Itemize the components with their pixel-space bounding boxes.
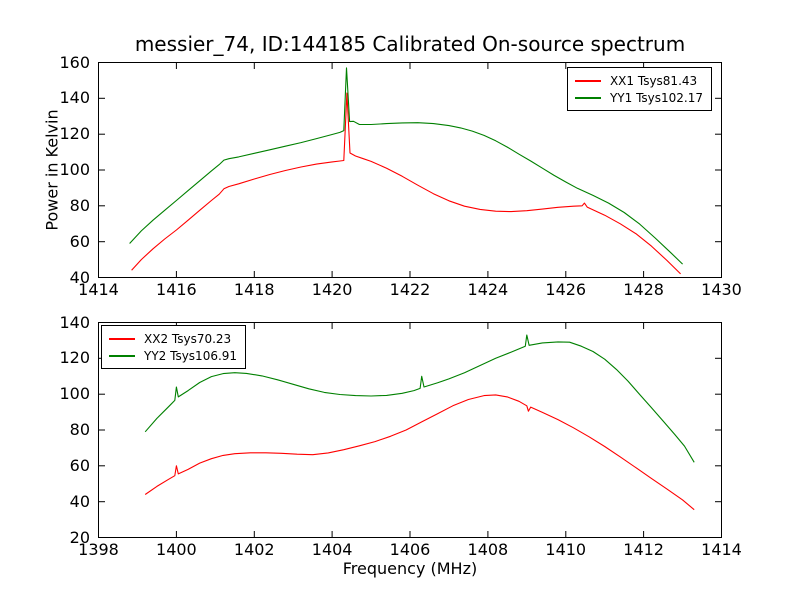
legend-line-sample-icon <box>574 79 601 82</box>
x-tick-label: 1414 <box>701 540 742 559</box>
x-axis-label: Frequency (MHz) <box>342 559 478 578</box>
legend: XX2 Tsys70.23 YY2 Tsys106.91 <box>101 325 247 369</box>
x-tick-label: 1412 <box>623 540 664 559</box>
y-tick-label: 80 <box>69 420 90 439</box>
top-subplot: 1414 1416 1418 1420 1422 1424 1426 1428 1430 40 60… <box>59 53 741 299</box>
x-tick-label: 1418 <box>233 280 275 299</box>
y-tick-label: 40 <box>69 267 90 287</box>
y-tick-label: 60 <box>69 231 90 251</box>
x-tick-label: 1430 <box>701 280 742 299</box>
legend-entry: XX2 Tsys70.23 <box>109 330 237 347</box>
figure-title: messier_74, ID:144185 Calibrated On-sour… <box>134 32 686 56</box>
x-tick-label: 1410 <box>545 540 587 559</box>
x-tick-label: 1404 <box>311 540 353 559</box>
x-tick-label: 1408 <box>467 540 509 559</box>
x-tick-label: 1400 <box>156 540 197 559</box>
y-tick-label: 100 <box>59 160 90 179</box>
series-YY2 <box>144 334 695 463</box>
series-YY1 <box>129 67 683 265</box>
x-tick-label: 1428 <box>623 280 664 299</box>
y-tick-label: 140 <box>59 88 90 108</box>
y-tick-label: 20 <box>69 527 90 547</box>
x-tick-label: 1414 <box>78 280 119 299</box>
x-tick-label: 1398 <box>78 540 119 559</box>
series-XX1 <box>131 92 681 275</box>
y-tick-label: 40 <box>69 491 90 511</box>
plot-canvas <box>98 322 722 538</box>
y-tick-label: 60 <box>69 455 90 475</box>
legend-label: XX1 Tsys81.43 <box>609 73 698 88</box>
y-tick-label: 140 <box>59 312 90 332</box>
y-tick-label: 80 <box>69 195 90 215</box>
x-tick-label: 1416 <box>156 280 197 299</box>
bottom-subplot: 1398 1400 1402 1404 1406 1408 1410 1412 1414 20 40… <box>59 313 741 559</box>
legend-line-sample-icon <box>109 354 135 357</box>
y-tick-label: 120 <box>59 348 90 368</box>
legend-label: YY1 Tsys102.17 <box>609 90 703 105</box>
x-tick-label: 1420 <box>311 280 353 299</box>
legend: XX1 Tsys81.43 YY1 Tsys102.17 <box>566 67 712 111</box>
y-tick-label: 160 <box>59 52 90 72</box>
legend-label: YY2 Tsys106.91 <box>144 348 238 363</box>
legend-line-sample-icon <box>574 96 601 99</box>
legend-line-sample-icon <box>109 337 135 340</box>
legend-label: XX2 Tsys70.23 <box>144 331 232 346</box>
legend-entry: XX1 Tsys81.43 <box>574 72 703 89</box>
legend-entry: YY1 Tsys102.17 <box>574 89 703 106</box>
plot-canvas <box>98 62 722 278</box>
x-tick-label: 1402 <box>233 540 275 559</box>
series-XX2 <box>144 394 695 511</box>
x-tick-label: 1426 <box>545 280 587 299</box>
x-tick-label: 1422 <box>389 280 431 299</box>
y-tick-label: 100 <box>59 384 90 404</box>
x-tick-label: 1424 <box>467 280 509 299</box>
x-tick-label: 1406 <box>389 540 431 559</box>
y-tick-label: 120 <box>59 124 90 144</box>
legend-entry: YY2 Tsys106.91 <box>109 347 237 364</box>
